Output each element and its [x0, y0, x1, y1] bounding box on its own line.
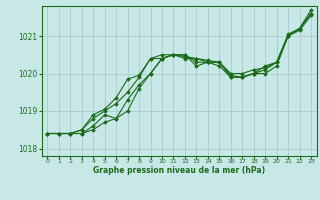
X-axis label: Graphe pression niveau de la mer (hPa): Graphe pression niveau de la mer (hPa) [93, 166, 265, 175]
